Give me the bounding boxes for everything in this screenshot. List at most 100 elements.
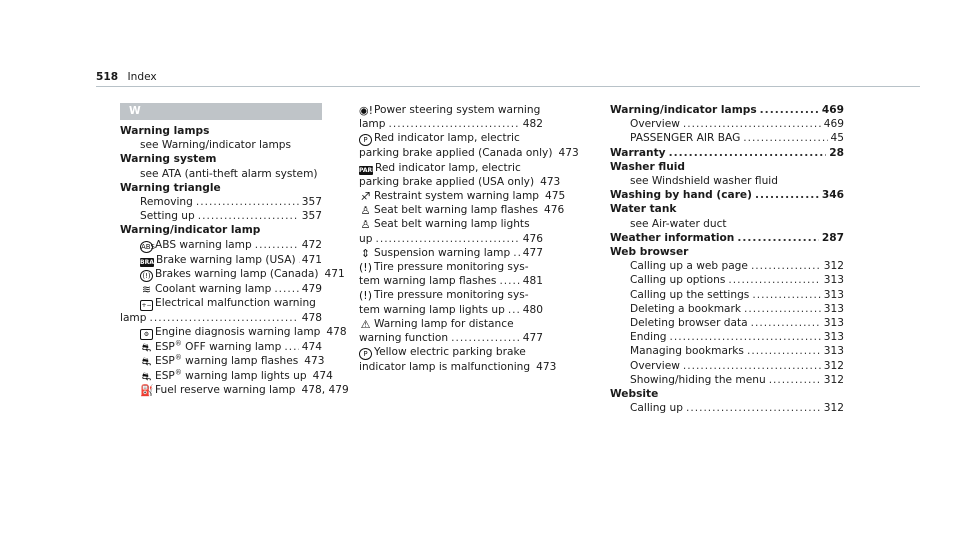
page-ref: 476 [544, 204, 565, 217]
dot-leader [752, 288, 820, 302]
entry-text: Calling up options [630, 273, 725, 287]
entry-label: warning function [359, 332, 449, 345]
entry-label: lamp [120, 312, 147, 325]
entry-text: Overview [630, 359, 680, 373]
entry-label: Power steering system warning [374, 104, 541, 116]
index-entry: ⚙ Engine diagnosis warning lamp 478 [120, 325, 347, 341]
entry-text: Setting up [140, 209, 195, 223]
dot-leader [274, 282, 298, 296]
entry-label: Ending [630, 331, 667, 344]
entry-label: Overview [630, 118, 680, 131]
index-heading: Web browser [610, 245, 844, 259]
dot-leader [508, 303, 520, 317]
entry-label: parking brake applied (Canada only) [359, 147, 553, 160]
entry-text: BRAKEBrake warning lamp (USA) [140, 253, 296, 267]
entry-text: Warning triangle [120, 181, 221, 195]
entry-text: ⚠ Warning lamp for distance [359, 318, 514, 330]
entry-label: Washer fluid [610, 160, 686, 173]
entry-text: Warning lamps [120, 124, 209, 138]
page-ref: 481 [522, 275, 543, 288]
index-entry: ⛽Fuel reserve warning lamp 478, 479 [120, 383, 349, 397]
section-title: Index [127, 71, 157, 83]
coolant-icon: ≋ [141, 282, 152, 296]
dot-leader [388, 117, 519, 131]
page-ref: 473 [536, 361, 557, 374]
entry-text: tem warning lamp flashes [359, 274, 496, 288]
parking-brake-icon: P [359, 134, 372, 147]
entry-text: (!) Brakes warning lamp (Canada) [140, 267, 319, 282]
index-entry-line: PARKRed indicator lamp, electric [359, 161, 543, 175]
dot-leader [760, 103, 819, 117]
index-heading: Weather information 287 [610, 231, 844, 245]
entry-label: Warranty [610, 146, 666, 159]
letter-heading: W [120, 103, 322, 120]
entry-text: see Air-water duct [630, 218, 727, 230]
entry-text: lamp [120, 311, 146, 325]
seatbelt-icon: ♙ [360, 218, 371, 232]
index-entry: tem warning lamp flashes 481 [359, 274, 543, 288]
page-ref: 473 [540, 175, 561, 188]
brake-canada-icon: (!) [140, 269, 153, 282]
index-entry-line: P Red indicator lamp, electric [359, 131, 543, 147]
page-ref: 471 [301, 253, 322, 266]
dot-leader [743, 131, 827, 145]
dot-leader [499, 274, 519, 288]
page-ref: 478 [326, 326, 347, 339]
index-entry: ⛐ ESP® warning lamp flashes 473 [120, 354, 325, 368]
entry-text: Washing by hand (care) [610, 188, 752, 202]
dot-leader [728, 273, 820, 287]
index-entry: ≋Coolant warning lamp 479 [120, 282, 322, 296]
page-number: 518 [96, 71, 119, 83]
page-ref: 473 [558, 147, 579, 160]
index-entry-line: (!) Tire pressure monitoring sys- [359, 288, 543, 302]
page-ref: 357 [301, 210, 322, 223]
suspension-icon: ⇕ [360, 246, 371, 260]
entry-text: Ending [630, 330, 667, 344]
seatbelt-icon: ♙ [360, 204, 371, 218]
entry-label: Overview [630, 359, 680, 372]
entry-text: Warranty [610, 146, 666, 160]
index-entry-line: +− Electrical malfunction warning [120, 296, 322, 312]
entry-label: Seat belt warning lamp lights [374, 218, 530, 231]
index-entry: Showing/hiding the menu 312 [610, 373, 844, 387]
index-entry: Setting up 357 [120, 209, 322, 223]
index-entry: ♙ Seat belt warning lamp flashes 476 [359, 203, 565, 218]
entry-label-rest: warning lamp flashes [181, 355, 299, 368]
entry-text: Warning/indicator lamp [120, 223, 260, 237]
entry-text: see Windshield washer fluid [630, 175, 778, 187]
entry-text: Water tank [610, 202, 676, 216]
index-column-1: W Warning lamps see Warning/indicator lam… [120, 103, 349, 397]
index-entry: Deleting browser data 313 [610, 316, 844, 330]
entry-label: Setting up [140, 210, 195, 223]
index-heading: Warning/indicator lamp [120, 223, 322, 237]
index-entry-line: P Yellow electric parking brake [359, 345, 543, 361]
page-ref: 45 [830, 132, 844, 145]
page-ref: 312 [823, 373, 844, 386]
dot-leader [669, 146, 827, 160]
page-ref: 313 [823, 274, 844, 287]
entry-text: Deleting browser data [630, 316, 748, 330]
entry-label: Web browser [610, 246, 689, 259]
entry-label: Restraint system warning lamp [374, 190, 540, 203]
index-entry: Calling up a web page 312 [610, 259, 844, 273]
index-entry: up 476 [359, 232, 543, 246]
entry-label: Warning/indicator lamp [120, 224, 261, 237]
index-entry: (!) Brakes warning lamp (Canada) 471 [120, 267, 345, 282]
dot-leader [149, 311, 298, 325]
entry-label: Tire pressure monitoring sys- [374, 261, 529, 274]
page-ref: 477 [522, 332, 543, 345]
page-ref: 474 [312, 369, 333, 382]
header-rule [96, 86, 920, 87]
page-ref: 287 [821, 231, 844, 244]
entry-text: ⇕ Suspension warning lamp [359, 246, 510, 260]
entry-text: Weather information [610, 231, 734, 245]
dot-leader [255, 238, 299, 252]
index-entry: ⇕Suspension warning lamp 477 [359, 246, 543, 260]
entry-label: lamp [359, 118, 386, 131]
entry-text: +− Electrical malfunction warning [140, 297, 316, 312]
entry-text: (!) Tire pressure monitoring sys- [359, 289, 529, 301]
entry-label: ESP [155, 369, 175, 382]
entry-label: Water tank [610, 203, 677, 216]
index-entry: tem warning lamp lights up 480 [359, 303, 543, 317]
dot-leader [198, 209, 299, 223]
